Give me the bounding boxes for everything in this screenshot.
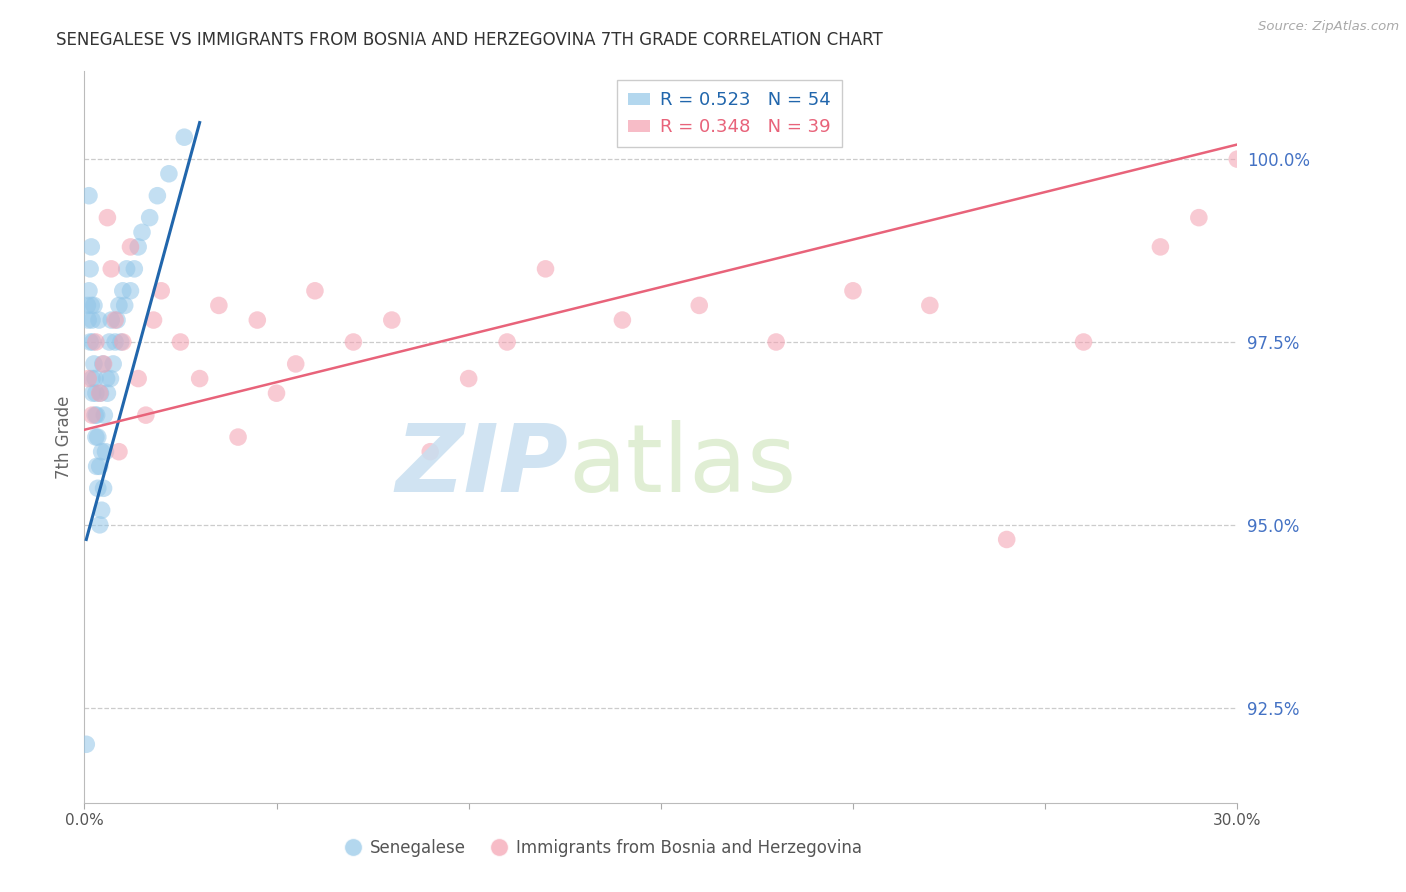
Point — [79, 261, 101, 276]
Point — [90, 503, 112, 517]
Point — [82, 334, 104, 349]
Point — [173, 130, 195, 145]
Point — [842, 284, 865, 298]
Point — [80, 371, 103, 385]
Point — [150, 284, 173, 298]
Point — [765, 334, 787, 349]
Point — [124, 261, 146, 276]
Point — [157, 167, 180, 181]
Point — [104, 313, 127, 327]
Point — [146, 188, 169, 202]
Point — [84, 430, 107, 444]
Point — [87, 430, 110, 444]
Point — [77, 371, 100, 385]
Point — [266, 386, 288, 401]
Point — [169, 334, 191, 349]
Point — [1188, 211, 1211, 225]
Point — [89, 386, 111, 401]
Point — [77, 313, 100, 327]
Point — [80, 408, 103, 422]
Point — [105, 313, 128, 327]
Point — [1073, 334, 1095, 349]
Point — [80, 313, 103, 327]
Point — [995, 533, 1018, 547]
Point — [226, 430, 249, 444]
Point — [83, 357, 105, 371]
Point — [75, 737, 97, 751]
Text: SENEGALESE VS IMMIGRANTS FROM BOSNIA AND HERZEGOVINA 7TH GRADE CORRELATION CHART: SENEGALESE VS IMMIGRANTS FROM BOSNIA AND… — [56, 31, 883, 49]
Point — [93, 481, 115, 495]
Point — [1149, 240, 1171, 254]
Point — [84, 386, 107, 401]
Point — [79, 334, 101, 349]
Point — [120, 240, 142, 254]
Point — [246, 313, 269, 327]
Point — [96, 371, 118, 385]
Point — [89, 517, 111, 532]
Point — [342, 334, 364, 349]
Point — [142, 313, 165, 327]
Point — [120, 284, 142, 298]
Point — [103, 357, 125, 371]
Point — [100, 371, 122, 385]
Point — [419, 444, 441, 458]
Point — [127, 240, 149, 254]
Point — [83, 298, 105, 312]
Legend: Senegalese, Immigrants from Bosnia and Herzegovina: Senegalese, Immigrants from Bosnia and H… — [337, 832, 869, 864]
Point — [114, 298, 136, 312]
Point — [93, 408, 115, 422]
Point — [89, 459, 111, 474]
Point — [127, 371, 149, 385]
Y-axis label: 7th Grade: 7th Grade — [55, 395, 73, 479]
Point — [381, 313, 404, 327]
Text: Source: ZipAtlas.com: Source: ZipAtlas.com — [1258, 20, 1399, 33]
Point — [304, 284, 326, 298]
Text: atlas: atlas — [568, 420, 797, 512]
Point — [457, 371, 479, 385]
Point — [82, 386, 104, 401]
Point — [108, 298, 131, 312]
Point — [84, 408, 107, 422]
Point — [534, 261, 557, 276]
Point — [612, 313, 634, 327]
Point — [77, 284, 100, 298]
Point — [90, 444, 112, 458]
Point — [86, 408, 108, 422]
Point — [96, 211, 118, 225]
Point — [918, 298, 941, 312]
Point — [110, 334, 132, 349]
Point — [688, 298, 710, 312]
Point — [131, 225, 153, 239]
Point — [188, 371, 211, 385]
Point — [100, 261, 122, 276]
Point — [138, 211, 160, 225]
Point — [91, 357, 114, 371]
Point — [100, 313, 122, 327]
Point — [1226, 152, 1249, 166]
Point — [98, 334, 121, 349]
Point — [87, 313, 110, 327]
Point — [111, 334, 134, 349]
Point — [93, 357, 115, 371]
Point — [284, 357, 307, 371]
Point — [84, 334, 107, 349]
Point — [89, 386, 111, 401]
Point — [94, 444, 117, 458]
Point — [96, 386, 118, 401]
Point — [208, 298, 231, 312]
Point — [80, 298, 103, 312]
Point — [84, 371, 107, 385]
Point — [104, 334, 127, 349]
Point — [496, 334, 519, 349]
Point — [115, 261, 138, 276]
Point — [76, 298, 98, 312]
Point — [87, 481, 110, 495]
Point — [86, 459, 108, 474]
Point — [111, 284, 134, 298]
Point — [135, 408, 157, 422]
Point — [80, 240, 103, 254]
Point — [77, 188, 100, 202]
Point — [108, 444, 131, 458]
Text: ZIP: ZIP — [395, 420, 568, 512]
